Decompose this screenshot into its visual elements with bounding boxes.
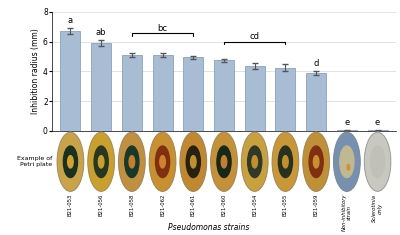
- Text: B21-054: B21-054: [252, 194, 257, 216]
- Bar: [214, 60, 234, 131]
- Circle shape: [119, 132, 145, 191]
- Circle shape: [370, 146, 385, 178]
- Bar: [152, 55, 172, 131]
- Circle shape: [68, 156, 73, 168]
- Circle shape: [283, 156, 288, 168]
- Circle shape: [160, 156, 165, 168]
- Text: ab: ab: [96, 28, 106, 37]
- Circle shape: [186, 146, 200, 178]
- Circle shape: [313, 156, 319, 168]
- Circle shape: [180, 132, 206, 191]
- Circle shape: [334, 132, 360, 191]
- Text: B21-056: B21-056: [99, 194, 104, 216]
- Text: B21-059: B21-059: [314, 194, 319, 216]
- Text: e: e: [344, 118, 350, 127]
- Circle shape: [129, 156, 135, 168]
- Bar: [337, 130, 357, 131]
- Text: B21-053: B21-053: [68, 194, 73, 216]
- Text: Example of
Petri plate: Example of Petri plate: [17, 156, 53, 167]
- Bar: [276, 68, 296, 131]
- Text: e: e: [375, 118, 380, 127]
- Text: B21-061: B21-061: [191, 194, 196, 216]
- Circle shape: [252, 156, 258, 168]
- Circle shape: [156, 146, 170, 178]
- Circle shape: [125, 146, 139, 178]
- Circle shape: [309, 146, 323, 178]
- Circle shape: [94, 146, 108, 178]
- Text: cd: cd: [250, 32, 260, 41]
- Circle shape: [364, 132, 391, 191]
- Circle shape: [88, 132, 114, 191]
- Circle shape: [190, 156, 196, 168]
- Circle shape: [278, 146, 292, 178]
- Circle shape: [98, 156, 104, 168]
- Circle shape: [211, 132, 237, 191]
- Text: Non-inhibitory
strain: Non-inhibitory strain: [342, 194, 352, 231]
- Y-axis label: Inhibition radius (mm): Inhibition radius (mm): [31, 28, 40, 114]
- Circle shape: [242, 132, 268, 191]
- Circle shape: [303, 132, 329, 191]
- Text: B21-058: B21-058: [129, 194, 134, 216]
- Bar: [91, 43, 111, 131]
- Text: d: d: [314, 59, 319, 68]
- Bar: [60, 31, 80, 131]
- Bar: [122, 55, 142, 131]
- Bar: [245, 66, 265, 131]
- Circle shape: [63, 146, 78, 178]
- Bar: [368, 130, 388, 131]
- Circle shape: [340, 146, 354, 178]
- Text: Pseudomonas strains: Pseudomonas strains: [168, 223, 249, 232]
- Text: Sclerotinia
only: Sclerotinia only: [372, 194, 383, 222]
- Text: B21-060: B21-060: [222, 194, 226, 216]
- Text: B21-062: B21-062: [160, 194, 165, 216]
- Circle shape: [248, 146, 262, 178]
- Text: B21-055: B21-055: [283, 194, 288, 216]
- Bar: [306, 73, 326, 131]
- Text: a: a: [68, 16, 73, 25]
- Circle shape: [272, 132, 299, 191]
- Circle shape: [347, 164, 350, 170]
- Circle shape: [149, 132, 176, 191]
- Circle shape: [217, 146, 231, 178]
- Text: bc: bc: [158, 24, 168, 33]
- Bar: [183, 57, 203, 131]
- Circle shape: [221, 156, 227, 168]
- Circle shape: [57, 132, 84, 191]
